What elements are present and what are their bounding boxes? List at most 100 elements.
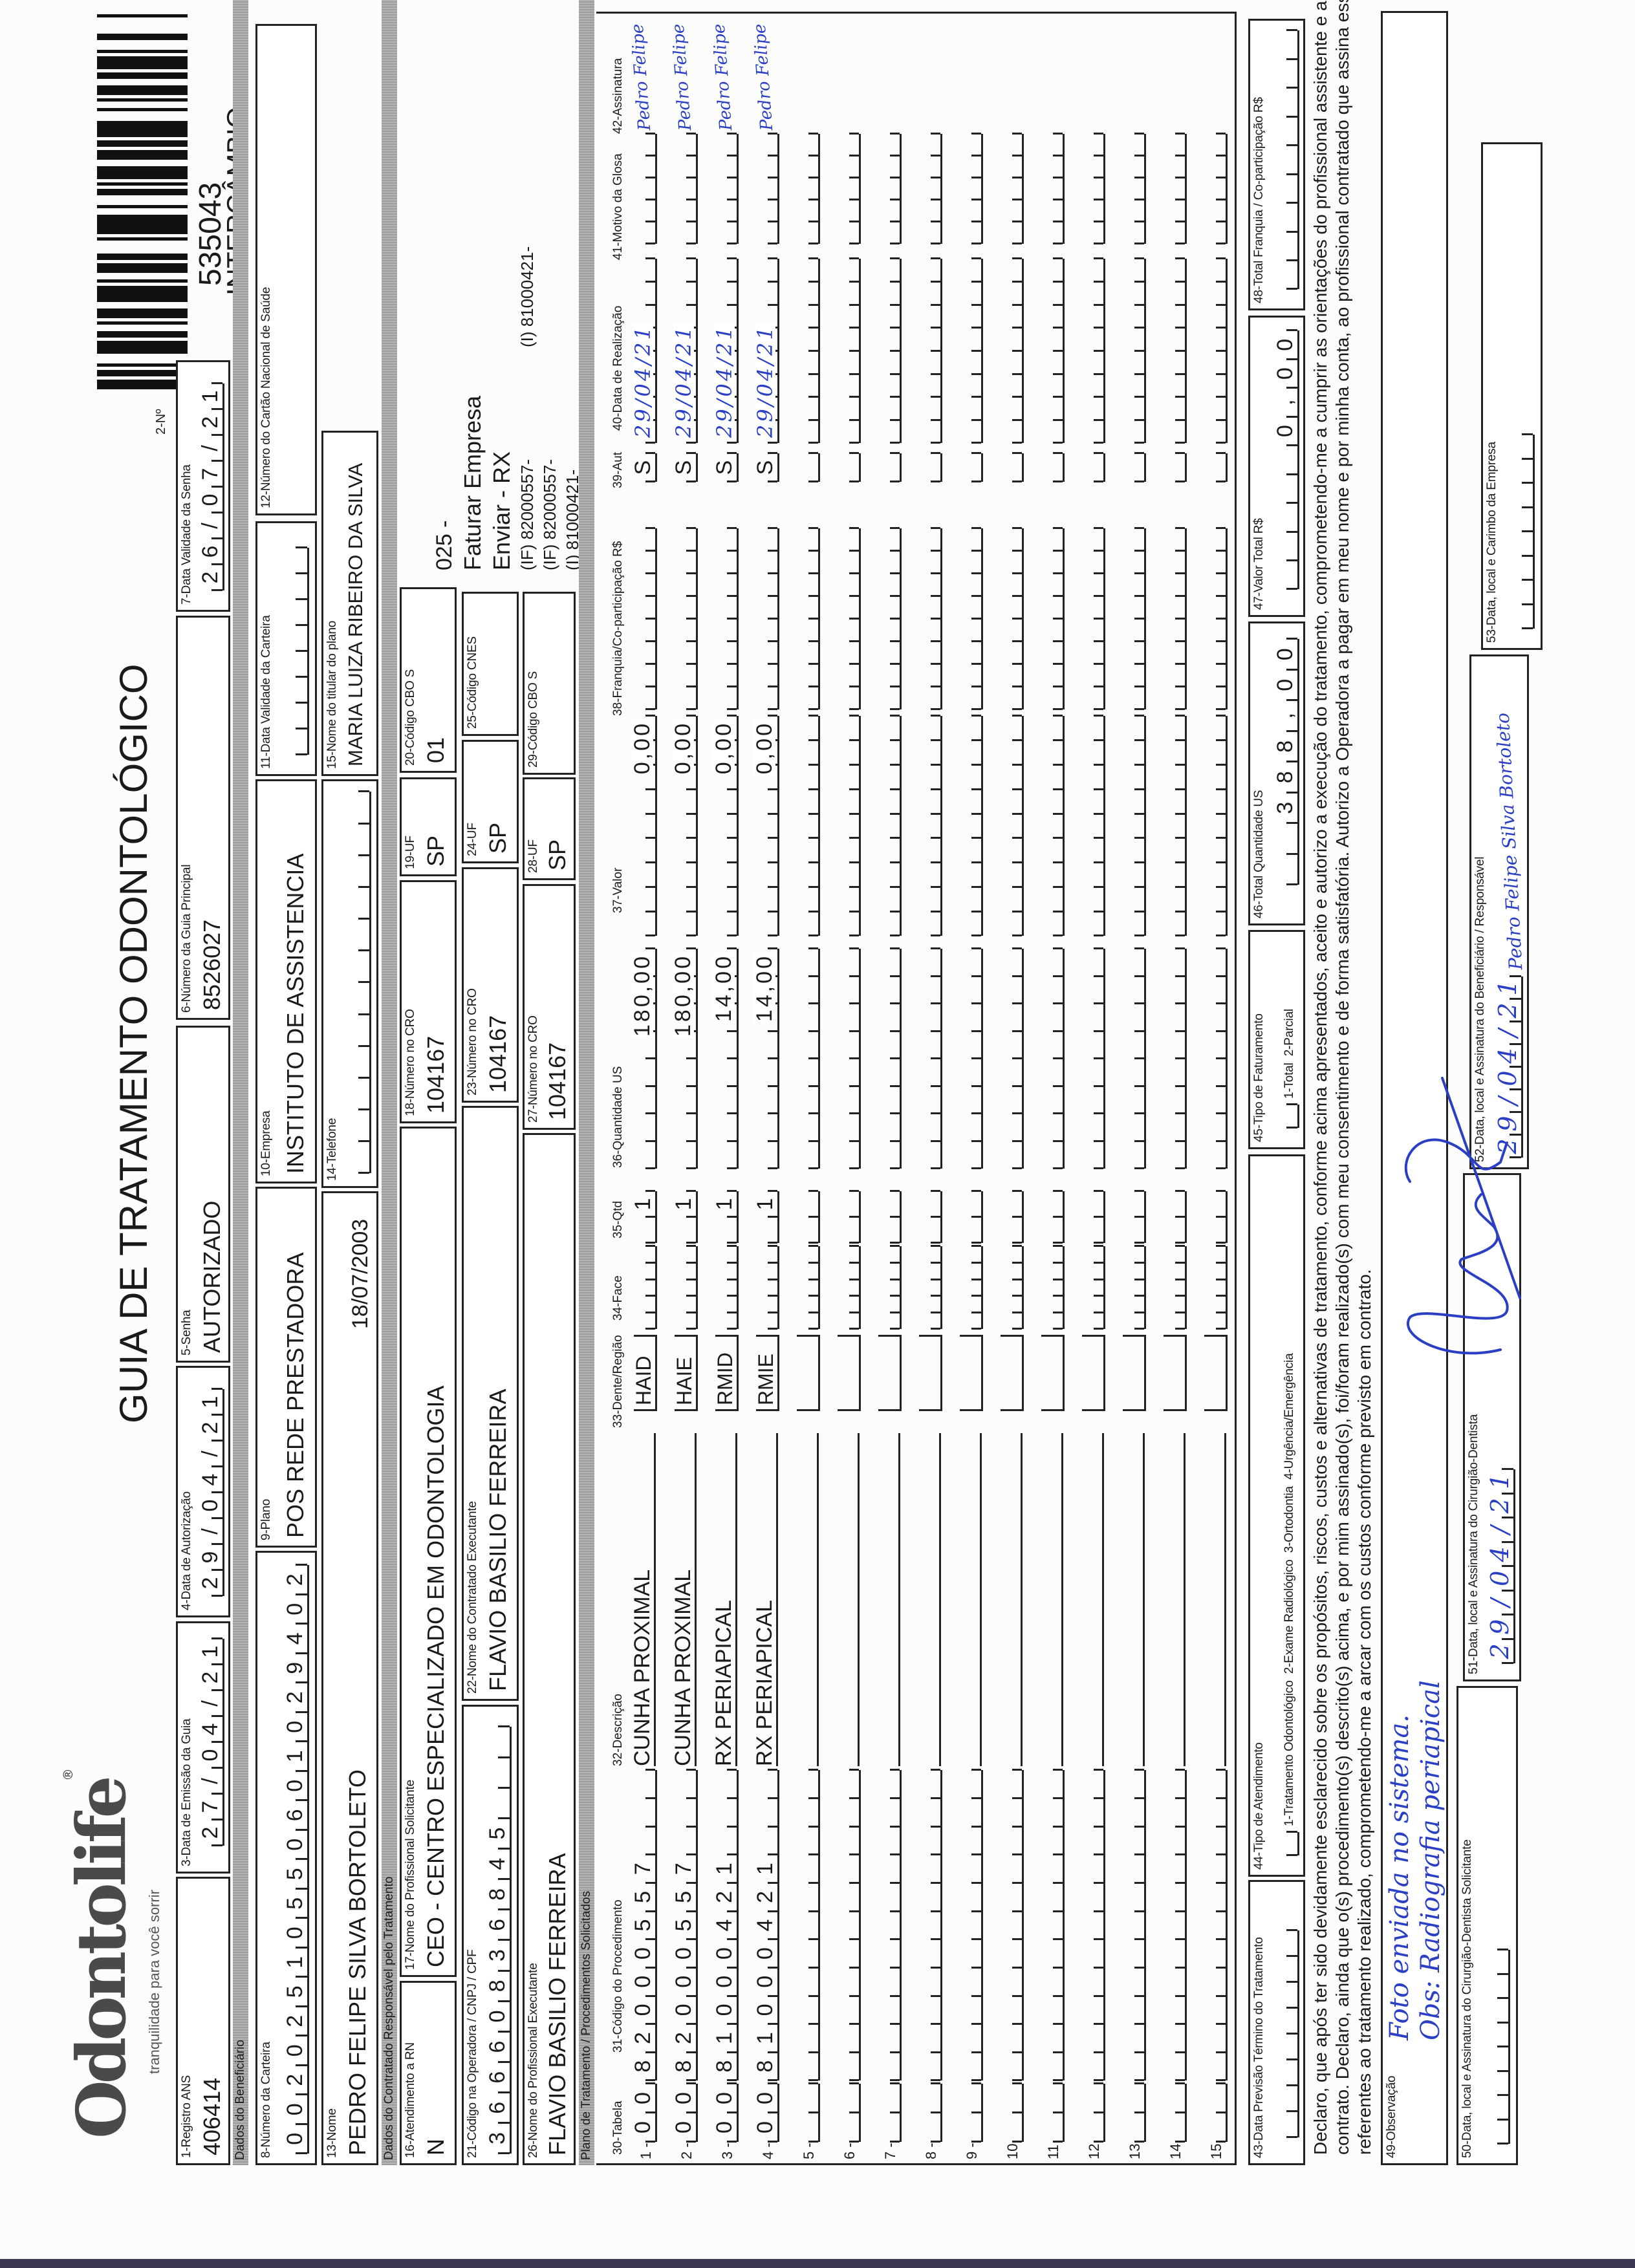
cell-divider <box>1175 975 1185 977</box>
franquia-cells <box>797 527 820 711</box>
cell-char: 5 <box>283 1897 307 1910</box>
face-cells <box>634 1245 657 1330</box>
cell-divider <box>849 418 859 421</box>
table-header: 36-Quantidade US <box>611 1066 625 1168</box>
cell-divider <box>808 1167 818 1170</box>
field-validade-senha: 7-Data Validade da Senha 2 6/0 7/2 1 <box>176 360 230 612</box>
cell-divider <box>849 221 859 223</box>
cell-divider <box>1175 1216 1185 1218</box>
cell-char: 0 <box>485 2010 510 2023</box>
cell-divider <box>808 452 818 455</box>
cell-divider <box>727 221 737 223</box>
cell-divider <box>1094 686 1103 688</box>
barcode-bar <box>97 331 188 338</box>
cell-divider <box>1012 452 1022 455</box>
cell-divider <box>808 550 818 552</box>
cell-divider <box>971 350 981 352</box>
cell-divider <box>1175 281 1185 283</box>
section-contratado: Dados do Contratado Responsável pelo Tra… <box>382 0 397 2165</box>
cell-divider <box>1286 173 1297 175</box>
cell-divider <box>1216 1057 1226 1060</box>
cell-divider <box>808 947 818 950</box>
cell-divider <box>768 788 777 790</box>
cell-divider <box>1012 1295 1022 1297</box>
date-cells <box>1509 433 1535 630</box>
cell-divider <box>645 715 655 717</box>
cell-divider <box>686 640 696 643</box>
row-number: 3 - <box>719 2143 735 2159</box>
field-cbo-solicitante: 20-Código CBO S 01 <box>400 587 457 773</box>
cell-divider <box>1012 327 1022 329</box>
cell-divider <box>1094 1328 1103 1330</box>
cell-char: 0 <box>283 1603 307 1615</box>
table-header: 42-Assinatura <box>611 58 625 134</box>
cell-divider <box>296 702 307 704</box>
cell-divider <box>727 1245 737 1247</box>
field-label: 20-Código CBO S <box>404 669 417 766</box>
field-telefone: 14-Telefone <box>321 779 378 1188</box>
data-cells <box>1041 257 1065 444</box>
cell-divider <box>768 861 777 864</box>
cell-divider <box>1012 303 1022 306</box>
cell-value: 29/04/21 <box>712 323 737 439</box>
cell-divider <box>931 618 940 620</box>
cell-divider <box>808 1140 818 1142</box>
tooth-region <box>960 1335 983 1411</box>
cell-divider <box>1134 1278 1144 1280</box>
cell-divider <box>1094 442 1103 444</box>
codigo-cells <box>797 1769 820 2082</box>
cell-divider <box>686 1328 696 1330</box>
cell-divider <box>849 1167 859 1170</box>
cell-divider <box>358 822 369 825</box>
cell-divider <box>1053 1262 1063 1264</box>
cell-divider <box>971 199 981 201</box>
cell-divider <box>971 812 981 815</box>
cell-divider <box>1053 1966 1063 1969</box>
cell-divider <box>849 2023 859 2025</box>
cell-divider <box>1094 257 1103 260</box>
cell-divider <box>358 1140 369 1143</box>
side-note: (IF) 82000557- <box>540 459 559 570</box>
field-cbo-executante: 29-Código CBO S <box>523 592 576 775</box>
cell-divider <box>890 257 900 260</box>
cell-divider <box>971 1002 981 1005</box>
cell-divider <box>1094 1994 1103 1997</box>
cell-divider <box>1175 243 1185 245</box>
cell-divider <box>1134 1112 1144 1115</box>
cell-divider <box>1053 1769 1063 1771</box>
cell-divider <box>849 1295 859 1297</box>
cell-divider <box>890 1140 900 1142</box>
cell-divider <box>849 2051 859 2053</box>
cell-divider <box>1094 177 1103 179</box>
cell-divider <box>971 1311 981 1313</box>
cell-char: 4 <box>753 1919 777 1932</box>
cell-divider <box>1216 2079 1226 2082</box>
cell-divider <box>890 1057 900 1060</box>
qtd-cells <box>878 1190 902 1244</box>
cell-divider <box>358 790 369 793</box>
cell-divider <box>686 837 696 839</box>
cell-divider <box>1134 1994 1144 1997</box>
cell-divider <box>971 947 981 950</box>
cell-divider <box>1216 1825 1226 1828</box>
cell-divider <box>1216 481 1226 483</box>
cell-divider <box>1175 303 1185 306</box>
checkbox-cell[interactable] <box>1273 1831 1299 1857</box>
cell-char: 9 <box>1486 1619 1514 1635</box>
declaration-line: referentes ao tratamento realizado, comp… <box>1354 1269 1374 2155</box>
cell-divider <box>1012 1140 1022 1142</box>
franquia-cells <box>1041 527 1065 711</box>
cell-divider <box>890 764 900 766</box>
cell-divider <box>971 910 981 913</box>
cell-divider <box>1286 559 1297 562</box>
cell-divider <box>1497 1973 1508 1975</box>
cell-divider <box>1175 2111 1185 2114</box>
cell-divider <box>1012 1825 1022 1828</box>
cell-divider <box>1175 373 1185 375</box>
cell-divider <box>1134 1242 1144 1244</box>
cell-divider <box>931 243 940 245</box>
cell-divider <box>768 133 777 135</box>
checkbox-cell[interactable] <box>1273 1103 1299 1129</box>
cell-divider <box>931 303 940 306</box>
